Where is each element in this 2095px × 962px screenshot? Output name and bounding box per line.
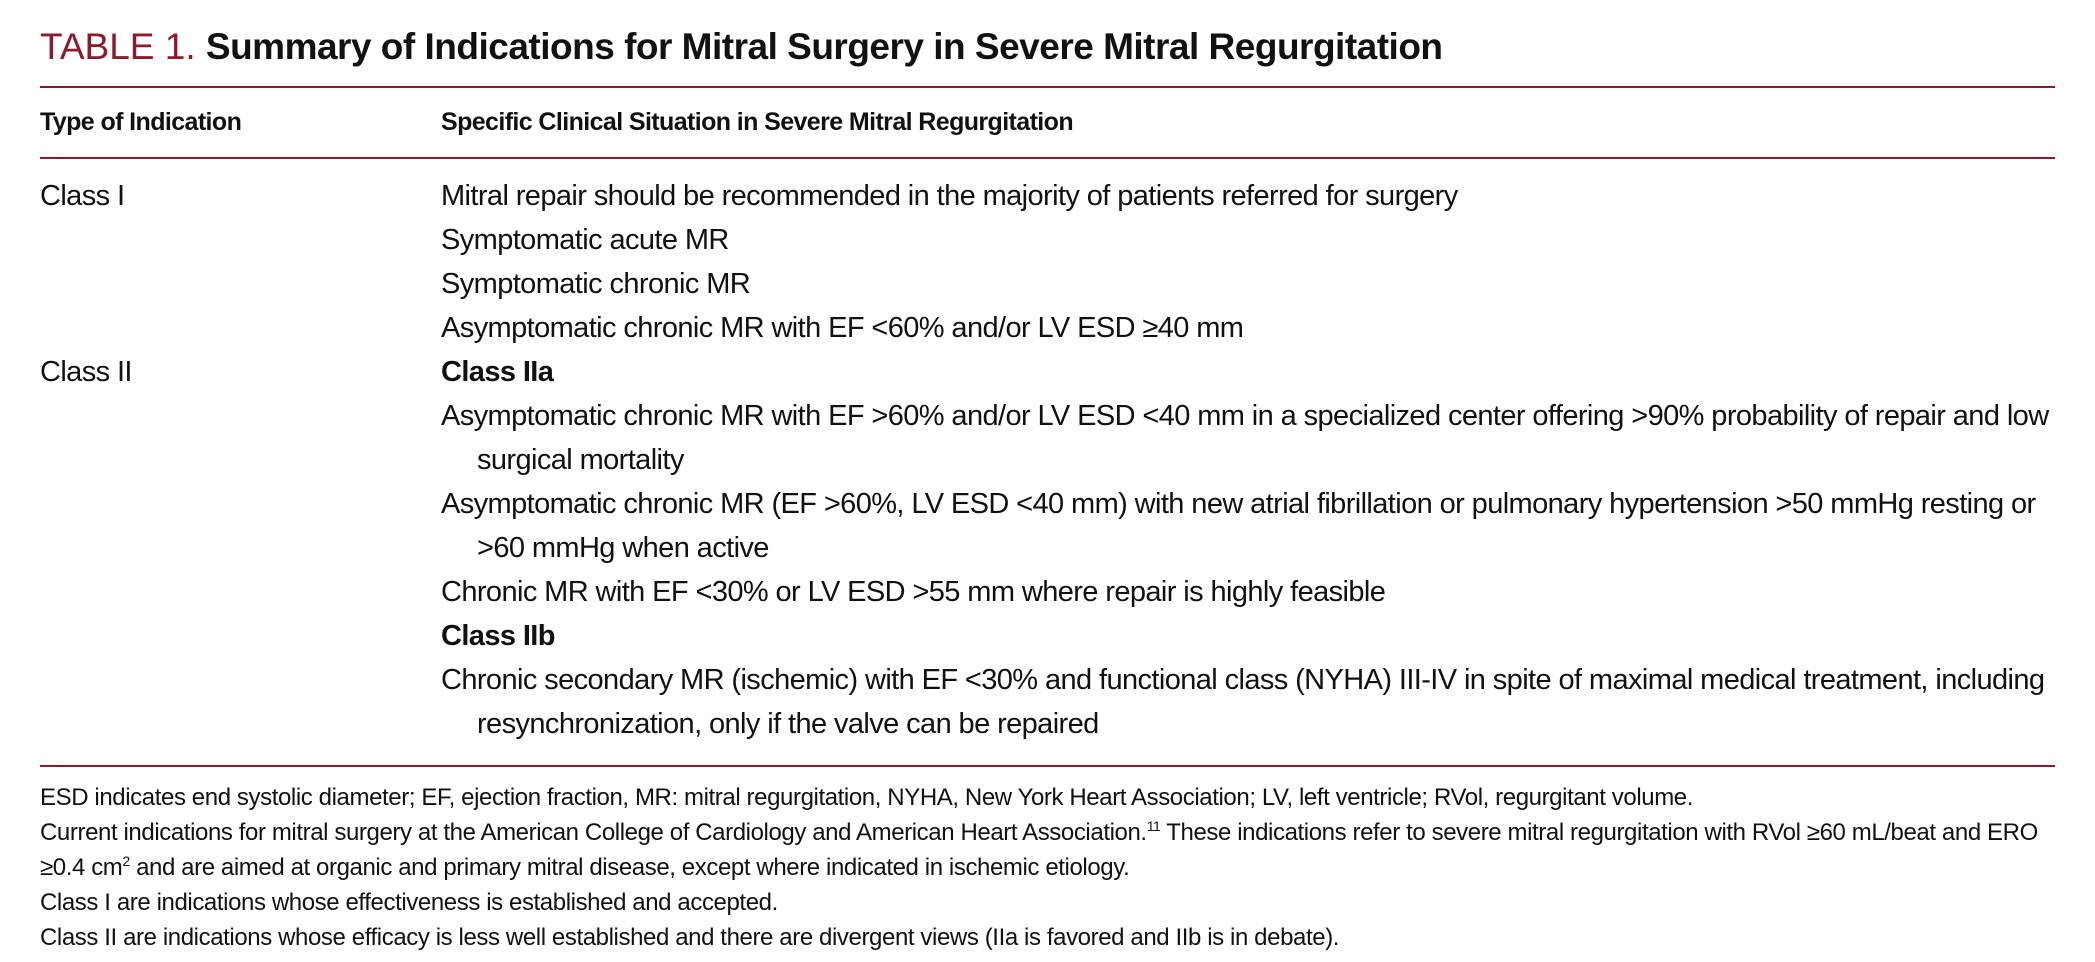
- clinical-situation: Asymptomatic chronic MR with EF >60% and…: [441, 400, 2049, 476]
- top-rule: [40, 86, 2055, 88]
- table-title: TABLE 1. Summary of Indications for Mitr…: [40, 26, 1443, 68]
- header-cell: Type of Indication: [40, 108, 242, 136]
- footnotes: ESD indicates end systolic diameter; EF,…: [40, 780, 2060, 955]
- superscript: 2: [122, 853, 130, 869]
- table-row: Class I Mitral repair should be recommend…: [40, 174, 2055, 350]
- clinical-situation: Chronic secondary MR (ischemic) with EF …: [441, 664, 2045, 740]
- footnote-text: Class II are indications whose efficacy …: [40, 924, 1340, 951]
- clinical-situation: Chronic MR with EF <30% or LV ESD >55 mm…: [441, 576, 1386, 608]
- indication-content: Class IIa Asymptomatic chronic MR with EF…: [441, 350, 2055, 746]
- footnote: ESD indicates end systolic diameter; EF,…: [40, 780, 2060, 815]
- indication-content: Mitral repair should be recommended in t…: [441, 174, 2055, 350]
- indication-type: Class I: [40, 180, 125, 212]
- footnote-text: and are aimed at organic and primary mit…: [129, 854, 1130, 881]
- footnote: Class I are indications whose effectiven…: [40, 885, 2060, 920]
- footnote: Class II are indications whose efficacy …: [40, 920, 2060, 955]
- table-body: Class I Mitral repair should be recommend…: [40, 174, 2055, 746]
- group-heading: Class IIa: [441, 356, 554, 388]
- clinical-situation: Asymptomatic chronic MR (EF >60%, LV ESD…: [441, 488, 2036, 564]
- clinical-situation: Asymptomatic chronic MR with EF <60% and…: [441, 312, 1244, 344]
- footnote-text: ESD indicates end systolic diameter; EF,…: [40, 784, 1694, 811]
- clinical-situation: Symptomatic chronic MR: [441, 268, 751, 300]
- title-text: Summary of Indications for Mitral Surger…: [205, 26, 1443, 67]
- header-rule: [40, 157, 2055, 159]
- group-heading: Class IIb: [441, 620, 555, 652]
- footnote-text: Class I are indications whose effectiven…: [40, 889, 778, 916]
- footnote-text: Current indications for mitral surgery a…: [40, 819, 1147, 846]
- bottom-rule: [40, 765, 2055, 767]
- indication-type: Class II: [40, 356, 132, 388]
- footnote: Current indications for mitral surgery a…: [40, 815, 2060, 885]
- title-label: TABLE 1.: [40, 26, 196, 67]
- header-cell: Specific Clinical Situation in Severe Mi…: [441, 108, 1074, 136]
- table-row: Class II Class IIa Asymptomatic chronic MR…: [40, 350, 2055, 746]
- footnote-text: These indications refer to severe mitral…: [40, 819, 2038, 881]
- clinical-situation: Symptomatic acute MR: [441, 224, 729, 256]
- superscript: 11: [1146, 818, 1161, 834]
- clinical-situation: Mitral repair should be recommended in t…: [441, 180, 1458, 212]
